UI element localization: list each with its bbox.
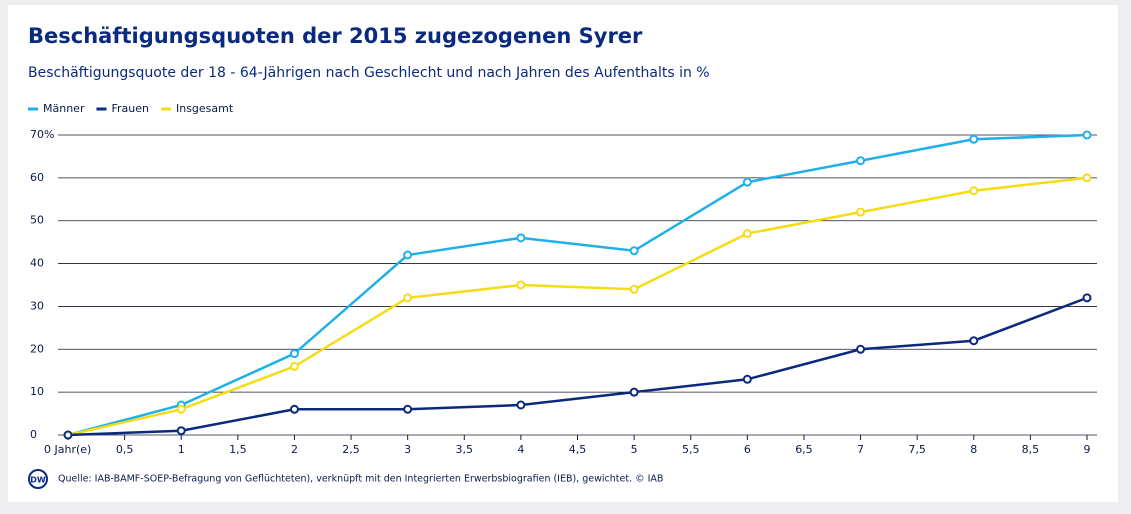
point (1082, 293, 1092, 303)
point (856, 344, 866, 354)
point (403, 250, 413, 260)
y-tick-label: 50 (30, 214, 44, 227)
y-tick-label: 20 (30, 342, 44, 355)
point (629, 387, 639, 397)
point (289, 349, 299, 359)
point (742, 374, 752, 384)
point (742, 177, 752, 187)
point (629, 246, 639, 256)
x-tick-label: 5,5 (682, 443, 700, 456)
y-tick-label: 30 (30, 299, 44, 312)
x-tick-label: 3,5 (456, 443, 474, 456)
point (856, 156, 866, 166)
x-tick-label: 1 (178, 443, 185, 456)
x-tick-label: 4,5 (569, 443, 587, 456)
point (742, 229, 752, 239)
series-line (67, 176, 1088, 437)
x-tick-label: 1,5 (229, 443, 247, 456)
point (856, 207, 866, 217)
point (629, 284, 639, 294)
point (176, 426, 186, 436)
x-tick-label: 0 Jahr(e) (44, 443, 91, 456)
x-tick-label: 6 (744, 443, 751, 456)
y-tick-label: 10 (30, 385, 44, 398)
x-tick-label: 3 (404, 443, 411, 456)
point (403, 293, 413, 303)
x-tick-label: 2,5 (342, 443, 360, 456)
series-line (67, 133, 1088, 437)
series-line (67, 296, 1088, 437)
x-tick-label: 9 (1084, 443, 1091, 456)
x-tick-label: 8 (970, 443, 977, 456)
legend-label: Insgesamt (176, 102, 234, 115)
y-tick-label: 70% (30, 128, 54, 141)
point (516, 280, 526, 290)
legend-label: Frauen (111, 102, 149, 115)
x-tick-label: 7 (857, 443, 864, 456)
card (8, 5, 1118, 502)
x-tick-label: 0,5 (116, 443, 134, 456)
logo-ring (28, 469, 48, 489)
x-tick-label: 2 (291, 443, 298, 456)
point (1082, 173, 1092, 183)
point (969, 134, 979, 144)
point (1082, 130, 1092, 140)
y-tick-label: 0 (30, 428, 37, 441)
point (289, 404, 299, 414)
point (516, 400, 526, 410)
point (63, 430, 73, 440)
y-tick-label: 60 (30, 171, 44, 184)
point (969, 186, 979, 196)
x-tick-label: 5 (631, 443, 638, 456)
x-tick-label: 6,5 (795, 443, 813, 456)
point (516, 233, 526, 243)
legend-label: Männer (43, 102, 85, 115)
source: Quelle: IAB-BAMF-SOEP-Befragung von Gefl… (58, 474, 663, 485)
point (176, 404, 186, 414)
chart-title: Beschäftigungsquoten der 2015 zugezogene… (28, 24, 643, 48)
point (969, 336, 979, 346)
chart-subtitle: Beschäftigungsquote der 18 - 64-Jährigen… (28, 65, 710, 81)
x-tick-label: 7,5 (908, 443, 926, 456)
point (403, 404, 413, 414)
point (289, 361, 299, 371)
y-tick-label: 40 (30, 257, 44, 270)
logo: DW (30, 476, 46, 485)
x-tick-label: 8,5 (1022, 443, 1040, 456)
x-tick-label: 4 (517, 443, 524, 456)
